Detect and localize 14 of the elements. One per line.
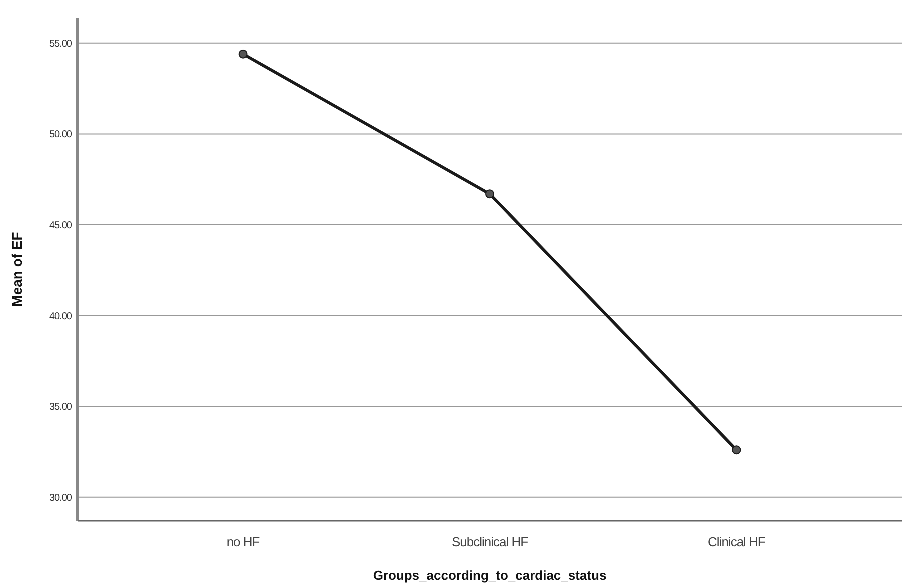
point [486, 190, 494, 199]
y-tick-label: 30.00 [49, 492, 73, 504]
y-tick-label: 40.00 [49, 311, 73, 322]
y-tick-label: 35.00 [49, 402, 73, 414]
x-tick-label: Clinical HF [708, 534, 766, 550]
x-tick-label: no HF [226, 534, 260, 550]
x-axis-title: Groups_according_to_cardiac_status [373, 568, 607, 583]
point [238, 50, 248, 59]
y-tick-label: 50.00 [49, 130, 73, 141]
y-tick-label: 55.00 [49, 38, 73, 50]
x-tick-label: Subclinical HF [452, 534, 529, 550]
y-tick-label: 45.00 [49, 220, 73, 232]
y-axis-title: Mean of EF [9, 232, 25, 307]
point [732, 446, 742, 455]
